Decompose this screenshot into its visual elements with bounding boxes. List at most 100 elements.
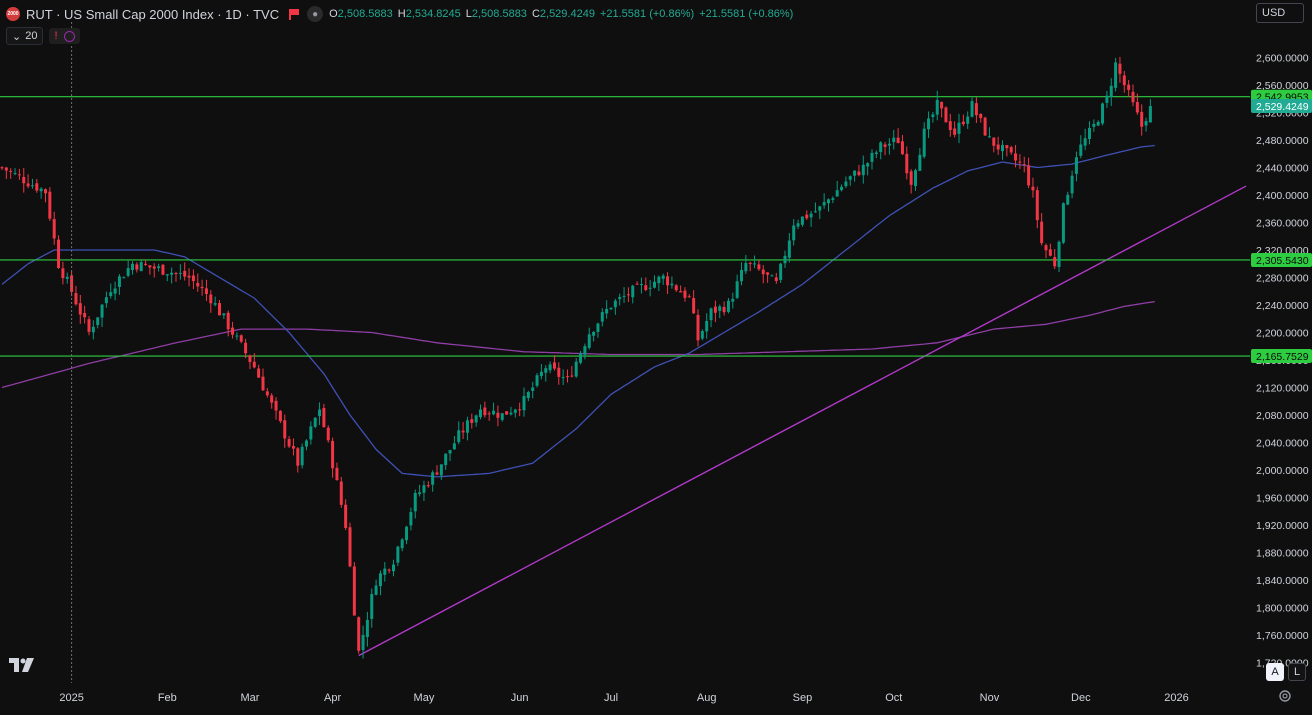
candle-body bbox=[335, 467, 339, 481]
candle-body bbox=[13, 172, 17, 174]
x-tick-label: 2025 bbox=[59, 692, 83, 704]
candle-body bbox=[600, 312, 604, 322]
y-tick-label: 2,080.0000 bbox=[1256, 410, 1309, 422]
currency-select[interactable]: USD bbox=[1256, 3, 1304, 23]
candle-body bbox=[387, 569, 391, 571]
candle-body bbox=[918, 154, 922, 171]
auto-scale-button[interactable]: A bbox=[1266, 663, 1284, 681]
candle-body bbox=[1070, 175, 1074, 194]
candle-body bbox=[357, 617, 361, 651]
log-scale-button[interactable]: L bbox=[1288, 663, 1306, 681]
candle-body bbox=[774, 277, 778, 282]
candle-body bbox=[931, 114, 935, 118]
candle-body bbox=[696, 314, 700, 341]
candle-body bbox=[796, 223, 800, 227]
candle-body bbox=[278, 410, 282, 422]
candle-body bbox=[30, 185, 34, 187]
candle-body bbox=[378, 573, 382, 587]
candle-body bbox=[339, 481, 343, 505]
candle-body bbox=[635, 283, 639, 285]
more-options-icon[interactable]: ● bbox=[307, 6, 324, 22]
candle-body bbox=[944, 107, 948, 123]
candle-body bbox=[265, 391, 269, 396]
candle-body bbox=[557, 367, 561, 377]
candle-body bbox=[787, 240, 791, 258]
candle-body bbox=[883, 144, 887, 147]
candle-body bbox=[1135, 102, 1139, 113]
sma-50-line bbox=[1, 144, 1155, 478]
candle-body bbox=[444, 453, 448, 466]
candle-body bbox=[1140, 111, 1144, 127]
candle-body bbox=[248, 355, 252, 362]
y-tick-label: 2,360.0000 bbox=[1256, 218, 1309, 230]
candle-body bbox=[1118, 63, 1122, 74]
y-tick-label: 1,760.0000 bbox=[1256, 630, 1309, 642]
candle-body bbox=[835, 190, 839, 197]
candle-body bbox=[483, 407, 487, 416]
candle-body bbox=[161, 264, 165, 275]
candle-body bbox=[827, 199, 830, 204]
candle-body bbox=[426, 485, 430, 487]
candle-body bbox=[383, 568, 387, 575]
candle-body bbox=[9, 170, 13, 172]
candle-body bbox=[735, 281, 739, 298]
candle-body bbox=[370, 594, 374, 619]
candle-body bbox=[231, 327, 235, 335]
candle-body bbox=[539, 371, 543, 377]
candle-body bbox=[1083, 138, 1087, 146]
candle-body bbox=[435, 472, 439, 475]
candle-body bbox=[152, 266, 156, 269]
candle-body bbox=[1057, 241, 1061, 268]
candle-body bbox=[661, 275, 665, 279]
candle-body bbox=[887, 143, 891, 146]
y-tick-label: 2,480.0000 bbox=[1256, 135, 1309, 147]
candle-body bbox=[117, 276, 121, 287]
candle-body bbox=[148, 265, 152, 268]
trendline[interactable] bbox=[358, 185, 1247, 657]
chevron-down-icon: ⌄ bbox=[12, 30, 22, 43]
candle-body bbox=[957, 122, 961, 134]
settings-gear-icon[interactable] bbox=[1278, 689, 1292, 703]
candle-body bbox=[126, 268, 130, 276]
candle-body bbox=[1040, 221, 1044, 244]
indicators-toggle-button[interactable]: ⌄ 20 bbox=[6, 27, 44, 45]
candle-body bbox=[4, 167, 8, 171]
candle-body bbox=[131, 263, 134, 270]
symbol-badge-icon[interactable]: 2000 bbox=[6, 7, 20, 21]
candle-body bbox=[183, 270, 187, 277]
candle-body bbox=[274, 400, 278, 411]
candle-body bbox=[457, 430, 461, 443]
candle-body bbox=[587, 334, 591, 348]
candle-body bbox=[679, 291, 683, 293]
candle-body bbox=[831, 198, 835, 200]
candle-body bbox=[979, 113, 983, 119]
candle-body bbox=[705, 320, 709, 332]
candle-body bbox=[313, 417, 317, 427]
candle-body bbox=[805, 214, 809, 219]
candle-body bbox=[405, 526, 409, 541]
symbol-title[interactable]: RUT · US Small Cap 2000 Index · 1D · TVC bbox=[26, 6, 280, 22]
indicator-status-badge[interactable]: ! bbox=[49, 28, 80, 44]
candle-body bbox=[1131, 91, 1135, 103]
candle-body bbox=[953, 128, 957, 135]
x-tick-label: Dec bbox=[1071, 692, 1091, 704]
candle-body bbox=[657, 276, 661, 284]
candle-body bbox=[239, 335, 243, 342]
flag-icon[interactable] bbox=[289, 8, 300, 20]
candle-body bbox=[318, 409, 322, 417]
y-tick-label: 2,000.0000 bbox=[1256, 465, 1309, 477]
candle-body bbox=[1105, 95, 1109, 103]
candle-body bbox=[700, 331, 704, 339]
candle-body bbox=[422, 485, 426, 493]
last-price-tag-bg bbox=[1251, 99, 1312, 114]
candle-body bbox=[905, 153, 909, 174]
tradingview-logo-icon[interactable] bbox=[8, 655, 38, 675]
candle-body bbox=[344, 504, 348, 528]
candle-body bbox=[914, 170, 917, 186]
candle-body bbox=[813, 211, 817, 213]
candle-body bbox=[970, 101, 974, 117]
candle-body bbox=[666, 276, 670, 286]
candle-body bbox=[879, 142, 883, 153]
